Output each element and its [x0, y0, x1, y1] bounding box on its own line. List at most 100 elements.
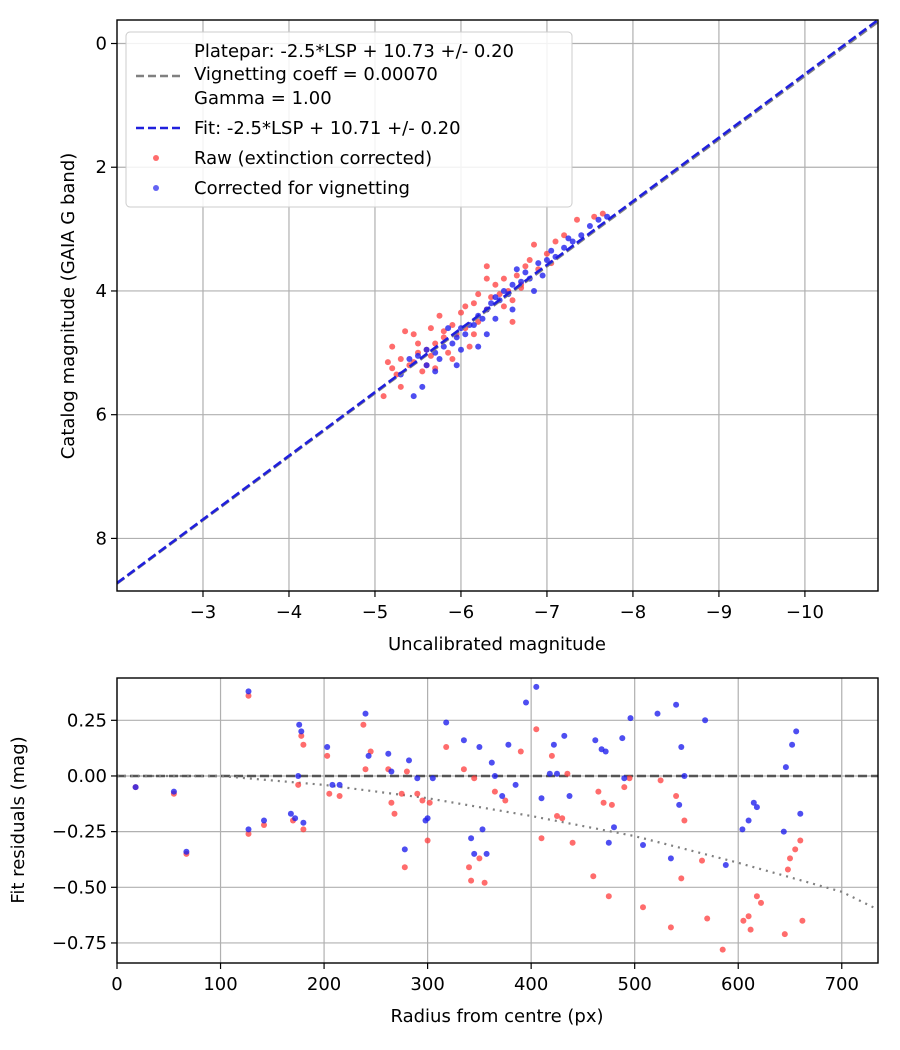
data-point: [295, 773, 302, 779]
data-point: [499, 793, 506, 799]
data-point: [245, 826, 252, 833]
top-plot-frame: [116, 19, 879, 592]
data-point: [608, 801, 615, 808]
data-point: [415, 340, 421, 347]
x-tick-label: 600: [721, 974, 755, 995]
data-point: [546, 770, 553, 777]
bottom-y-axis-label: Fit residuals (mag): [8, 736, 29, 903]
data-point: [535, 260, 542, 267]
y-tick-label: 0: [96, 34, 107, 55]
data-point: [415, 352, 421, 359]
x-tick-label: 0: [111, 974, 122, 995]
data-point: [300, 741, 307, 748]
data-point: [488, 300, 495, 307]
top-legend: Platepar: -2.5*LSP + 10.73 +/- 0.20 Vign…: [125, 31, 573, 208]
data-point: [523, 699, 529, 706]
data-point: [458, 346, 464, 353]
top-fit-lines: [117, 20, 878, 585]
data-point: [419, 797, 426, 804]
top-y-axis-label: Catalog magnitude (GAIA G band): [58, 153, 79, 460]
data-point: [401, 864, 408, 871]
data-point: [602, 748, 609, 755]
data-point: [502, 797, 509, 804]
data-point: [512, 781, 519, 788]
bottom-x-ticks: 0 100 200 300 400 500 600 700: [111, 963, 859, 995]
y-tick-label: 0.00: [67, 766, 107, 787]
data-point: [500, 303, 507, 310]
data-point: [552, 238, 559, 245]
data-point: [522, 269, 529, 276]
data-point: [419, 383, 426, 390]
data-point: [681, 773, 688, 779]
data-point: [780, 828, 787, 835]
data-point: [564, 770, 571, 777]
data-point: [423, 346, 430, 353]
data-point: [300, 826, 307, 833]
legend-gamma-label: Gamma = 1.00: [194, 88, 332, 109]
data-point: [470, 331, 477, 338]
data-point: [543, 257, 550, 263]
data-point: [654, 710, 661, 717]
data-point: [424, 837, 431, 844]
data-point: [132, 784, 139, 791]
data-point: [443, 719, 450, 726]
data-point: [673, 701, 680, 708]
data-point: [245, 830, 252, 837]
x-tick-label: −5: [362, 602, 389, 623]
data-point: [793, 728, 800, 735]
x-tick-label: 100: [203, 974, 237, 995]
data-point: [719, 946, 726, 953]
data-point: [483, 263, 490, 270]
x-tick-label: 700: [825, 974, 859, 995]
data-point: [443, 744, 450, 750]
y-tick-label: 6: [96, 405, 107, 426]
data-point: [619, 735, 626, 742]
legend-corrected-dot-marker: [153, 185, 159, 191]
data-point: [453, 362, 460, 369]
magnitude-calibration-chart: −3 −4 −5 −6 −7 −8 −9 −10 0 2 4 6 8 Uncalibrated mag…: [58, 19, 879, 655]
data-point: [681, 817, 688, 824]
data-point: [799, 917, 806, 924]
data-point: [789, 741, 796, 748]
data-point: [797, 837, 804, 844]
data-point: [414, 790, 421, 797]
data-point: [468, 877, 475, 884]
bottom-grid: [116, 678, 878, 963]
data-point: [329, 781, 336, 788]
data-point: [183, 848, 190, 855]
data-point: [389, 343, 396, 350]
data-point: [704, 915, 711, 922]
data-point: [326, 790, 333, 797]
y-tick-label: −0.75: [52, 933, 107, 954]
data-point: [538, 795, 545, 802]
data-point: [410, 331, 417, 338]
data-point: [466, 864, 472, 871]
data-point: [403, 768, 410, 775]
data-point: [539, 272, 546, 279]
raw-series: [132, 692, 806, 953]
data-point: [531, 241, 537, 248]
data-point: [538, 835, 545, 842]
data-point: [475, 318, 482, 325]
data-point: [389, 365, 396, 372]
data-point: [590, 873, 597, 880]
data-point: [565, 235, 572, 242]
data-point: [745, 913, 752, 920]
data-point: [398, 790, 405, 797]
legend-platepar-label: Platepar: -2.5*LSP + 10.73 +/- 0.20: [194, 41, 514, 62]
data-point: [365, 752, 372, 759]
data-point: [595, 788, 602, 795]
data-point: [380, 393, 387, 400]
data-point: [384, 359, 391, 366]
data-point: [500, 288, 507, 294]
data-point: [245, 692, 252, 699]
data-point: [500, 275, 507, 282]
data-point: [453, 334, 460, 341]
data-point: [518, 278, 525, 285]
data-point: [470, 322, 477, 328]
data-point: [753, 893, 760, 900]
data-point: [492, 281, 499, 288]
data-point: [245, 688, 252, 695]
data-point: [509, 281, 516, 288]
